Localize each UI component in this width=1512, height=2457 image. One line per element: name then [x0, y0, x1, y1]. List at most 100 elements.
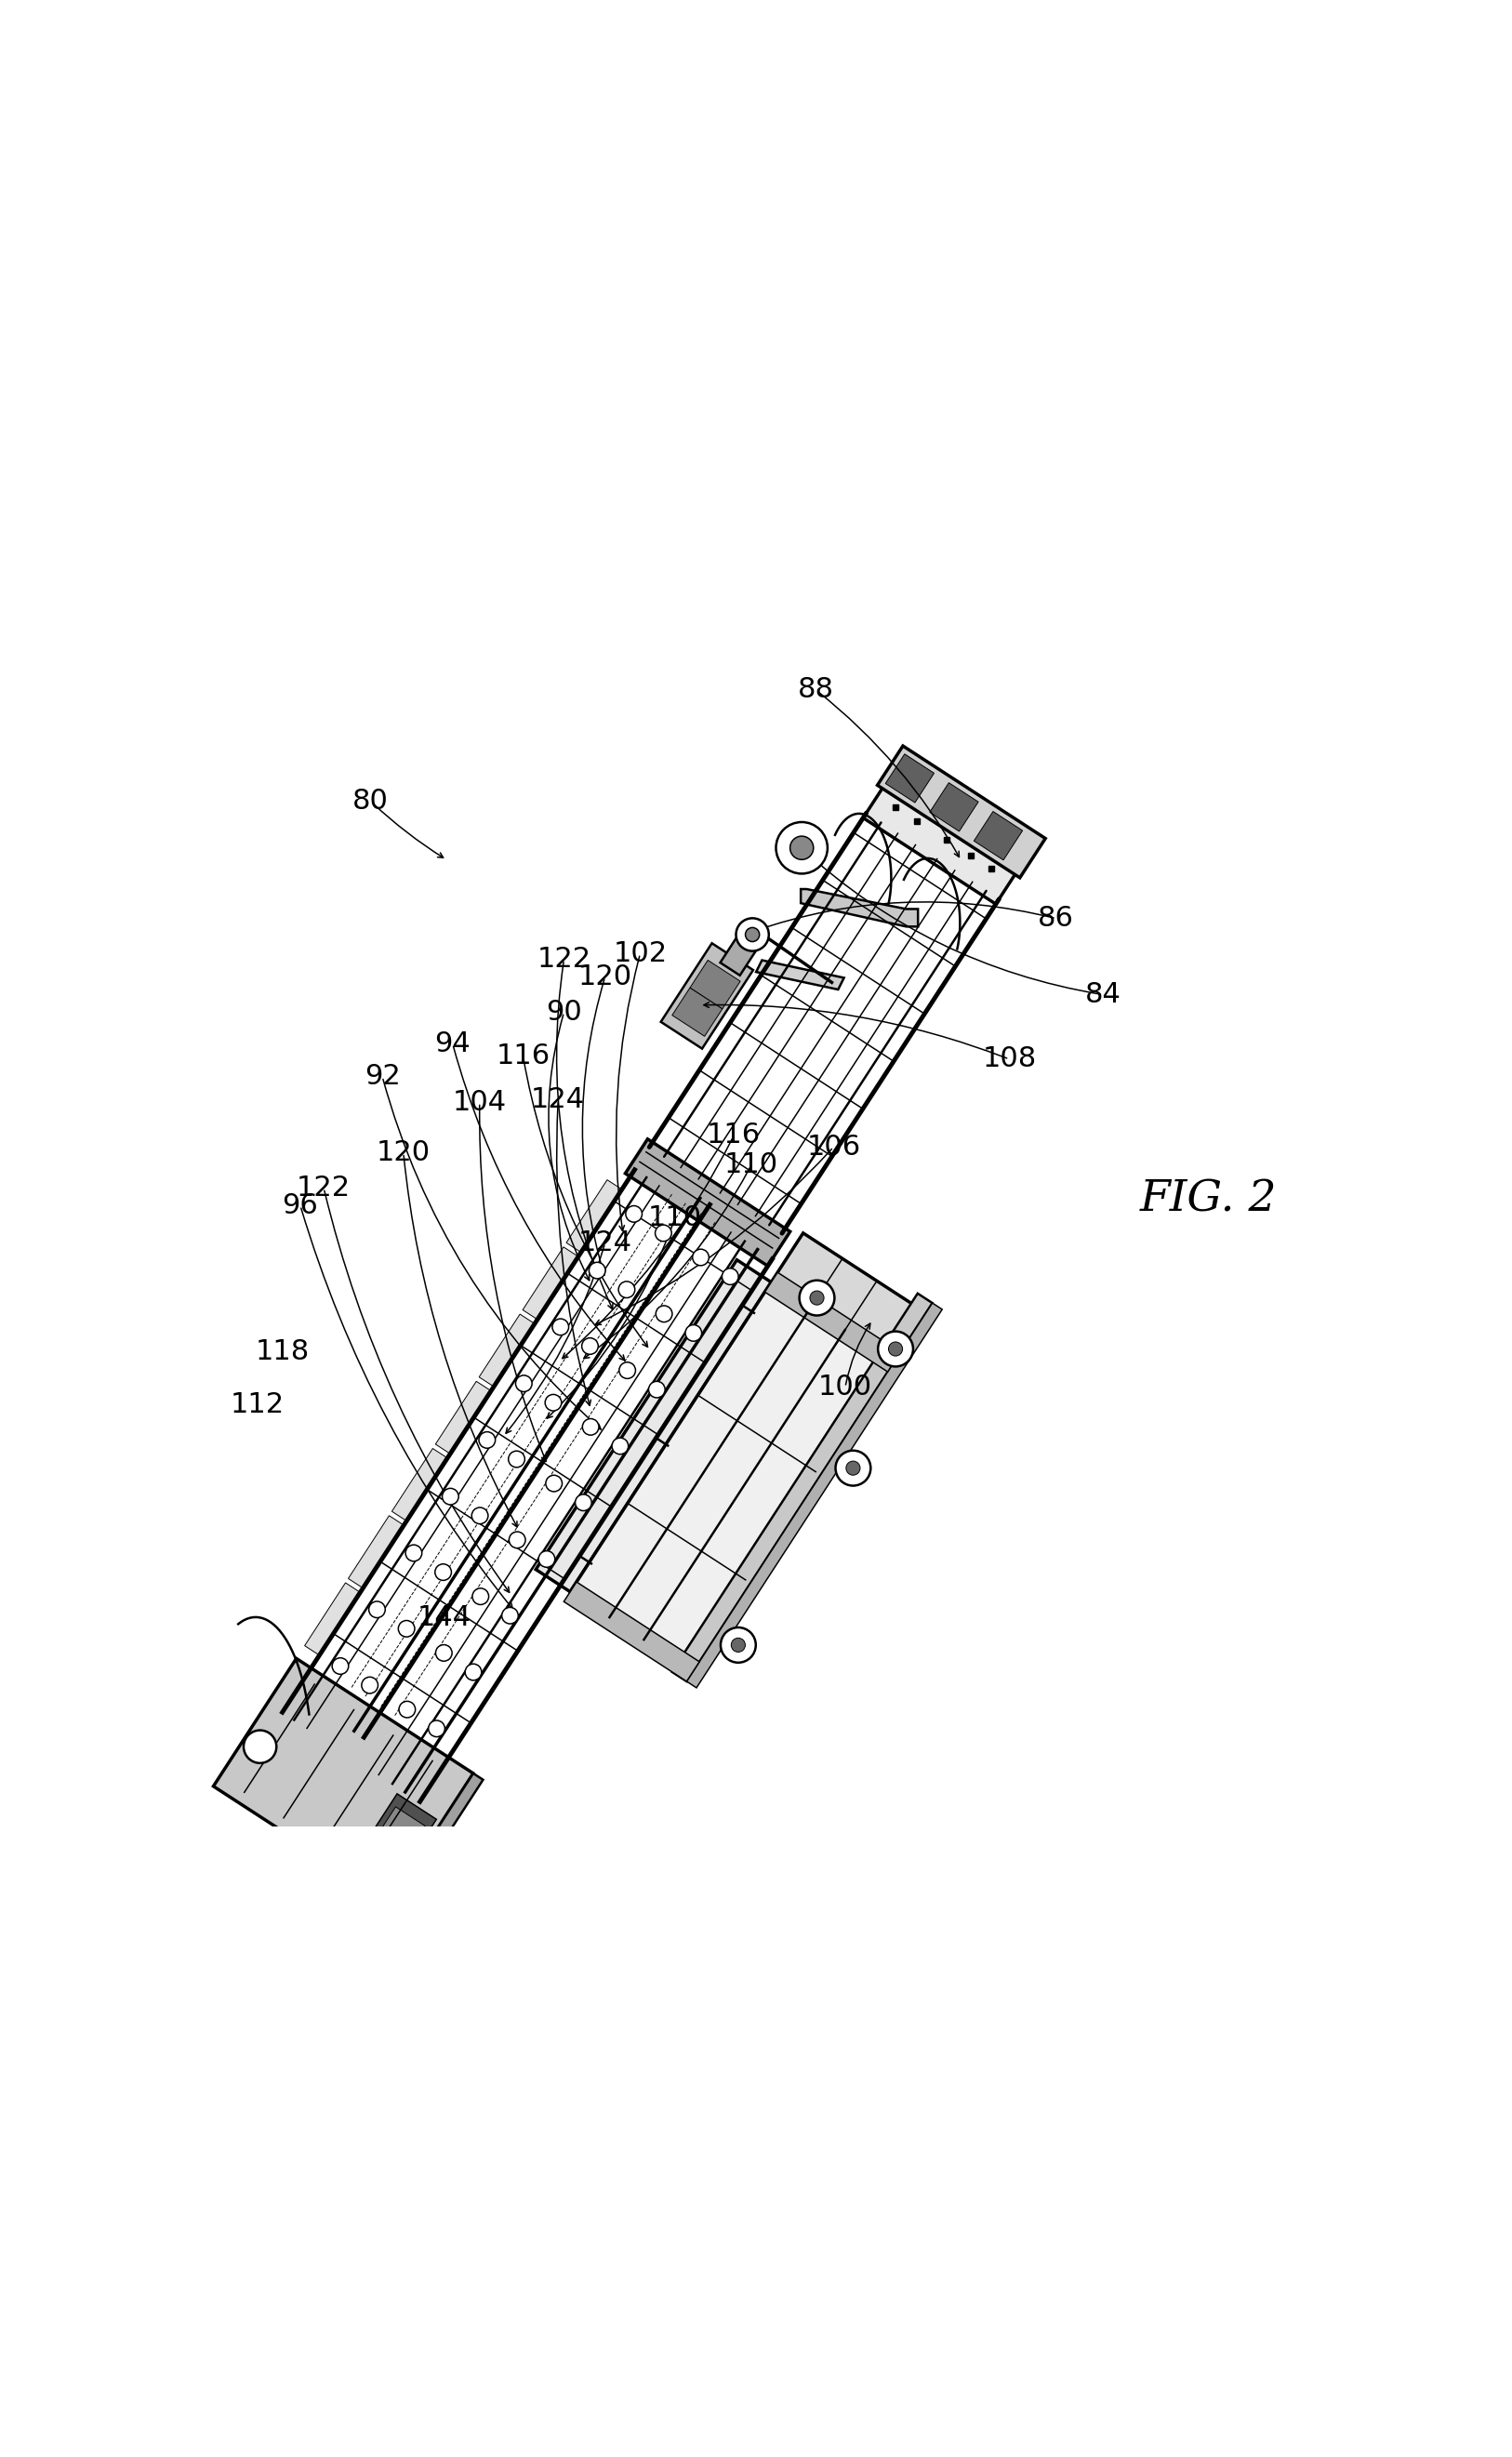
Text: 94: 94 — [434, 1029, 470, 1057]
Polygon shape — [435, 1381, 491, 1455]
Circle shape — [472, 1509, 488, 1523]
Circle shape — [399, 1700, 416, 1717]
Circle shape — [428, 1720, 445, 1737]
Text: 120: 120 — [376, 1140, 431, 1167]
Circle shape — [398, 1622, 414, 1636]
Polygon shape — [765, 1273, 901, 1371]
Circle shape — [466, 1663, 481, 1681]
Circle shape — [791, 835, 813, 860]
Polygon shape — [720, 924, 765, 975]
Polygon shape — [523, 1248, 578, 1319]
Circle shape — [442, 1489, 458, 1504]
Polygon shape — [352, 1794, 437, 1887]
Circle shape — [508, 1452, 525, 1467]
Text: 112: 112 — [230, 1391, 284, 1418]
Circle shape — [538, 1550, 555, 1568]
Polygon shape — [877, 747, 1045, 877]
Circle shape — [435, 1644, 452, 1661]
Polygon shape — [570, 1283, 889, 1668]
Circle shape — [878, 1332, 913, 1366]
Text: 110: 110 — [649, 1204, 702, 1231]
Circle shape — [626, 1206, 643, 1221]
Polygon shape — [974, 811, 1022, 860]
Circle shape — [546, 1474, 562, 1491]
Polygon shape — [863, 779, 1021, 904]
Circle shape — [732, 1639, 745, 1651]
Circle shape — [546, 1396, 561, 1410]
Text: 92: 92 — [364, 1064, 401, 1091]
Text: 106: 106 — [806, 1133, 860, 1160]
Polygon shape — [479, 1314, 535, 1386]
Polygon shape — [756, 961, 844, 990]
Circle shape — [243, 1730, 277, 1764]
Polygon shape — [390, 1774, 482, 1907]
Circle shape — [618, 1361, 635, 1378]
Circle shape — [655, 1226, 671, 1241]
Circle shape — [405, 1545, 422, 1560]
Text: 100: 100 — [818, 1373, 872, 1400]
Circle shape — [776, 823, 827, 875]
Circle shape — [472, 1587, 488, 1604]
Circle shape — [582, 1418, 599, 1435]
Text: 108: 108 — [983, 1047, 1036, 1074]
Polygon shape — [304, 1582, 360, 1656]
Text: 110: 110 — [724, 1152, 779, 1177]
Polygon shape — [771, 1233, 921, 1359]
Circle shape — [435, 1565, 452, 1580]
Circle shape — [552, 1319, 569, 1334]
Circle shape — [721, 1627, 756, 1663]
Polygon shape — [671, 1292, 933, 1681]
Polygon shape — [686, 1302, 942, 1688]
Text: 88: 88 — [798, 676, 835, 703]
Circle shape — [800, 1280, 835, 1314]
Circle shape — [736, 919, 768, 951]
Text: 80: 80 — [352, 789, 389, 816]
Circle shape — [656, 1305, 673, 1322]
Text: 124: 124 — [531, 1086, 585, 1113]
Circle shape — [502, 1607, 519, 1624]
Polygon shape — [213, 1658, 473, 1902]
Polygon shape — [360, 1806, 425, 1880]
Circle shape — [582, 1339, 599, 1354]
Text: 86: 86 — [1039, 904, 1074, 931]
Polygon shape — [392, 1450, 448, 1521]
Text: 84: 84 — [1086, 980, 1120, 1007]
Circle shape — [361, 1678, 378, 1693]
Polygon shape — [689, 961, 741, 1010]
Circle shape — [836, 1450, 871, 1486]
Circle shape — [685, 1324, 702, 1342]
Circle shape — [618, 1283, 635, 1297]
Text: 116: 116 — [496, 1042, 550, 1069]
Polygon shape — [673, 988, 723, 1037]
Text: 104: 104 — [452, 1088, 507, 1115]
Text: 116: 116 — [708, 1123, 761, 1150]
Polygon shape — [535, 1260, 771, 1592]
Circle shape — [590, 1263, 605, 1278]
Polygon shape — [801, 889, 918, 926]
Polygon shape — [392, 1830, 467, 1926]
Polygon shape — [564, 1582, 700, 1681]
Text: FIG. 2: FIG. 2 — [1140, 1179, 1278, 1221]
Text: 90: 90 — [546, 1000, 582, 1025]
Circle shape — [723, 1268, 738, 1285]
Text: 102: 102 — [614, 941, 667, 968]
Polygon shape — [661, 943, 753, 1049]
Text: 122: 122 — [537, 946, 591, 973]
Circle shape — [745, 929, 759, 941]
Text: 122: 122 — [296, 1174, 351, 1201]
Polygon shape — [886, 754, 934, 803]
Circle shape — [575, 1494, 591, 1511]
Circle shape — [369, 1602, 386, 1617]
Circle shape — [440, 1882, 458, 1899]
Circle shape — [847, 1462, 860, 1474]
Polygon shape — [348, 1516, 404, 1587]
Text: 124: 124 — [578, 1228, 632, 1256]
Text: 144: 144 — [417, 1604, 472, 1631]
Circle shape — [810, 1290, 824, 1305]
Circle shape — [333, 1658, 349, 1673]
Circle shape — [889, 1342, 903, 1356]
Polygon shape — [567, 1179, 621, 1253]
Circle shape — [479, 1432, 496, 1447]
Text: 118: 118 — [256, 1339, 310, 1366]
Circle shape — [516, 1376, 532, 1391]
